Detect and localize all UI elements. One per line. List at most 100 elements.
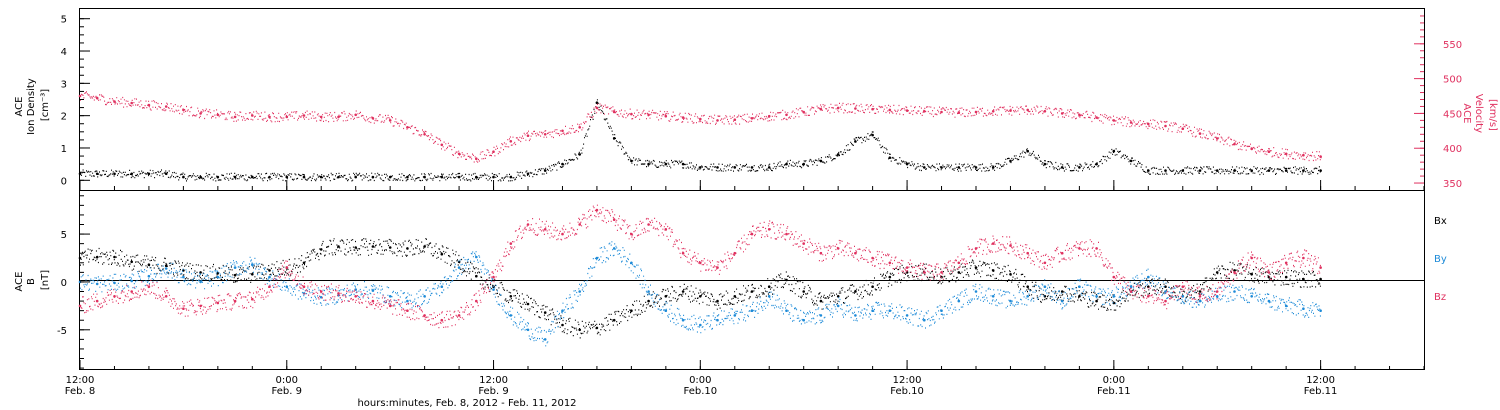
by-series-point xyxy=(716,318,719,322)
bz-series-point xyxy=(543,228,547,231)
by-series-point xyxy=(1181,295,1185,298)
bx-series-point xyxy=(802,290,805,293)
by-series-point xyxy=(509,314,513,317)
density-series-point xyxy=(767,166,771,169)
velocity-series-point xyxy=(699,117,702,121)
by-series-point xyxy=(854,314,857,317)
density-series-point xyxy=(854,140,857,143)
velocity-series-point xyxy=(1267,150,1271,153)
bz-series-point xyxy=(130,290,133,293)
velocity-series-point xyxy=(164,105,168,108)
top-left-label-unit: [cm⁻³] xyxy=(40,89,51,121)
bz-series-point xyxy=(492,275,495,279)
velocity-series-point xyxy=(750,117,754,120)
by-series-point xyxy=(1302,307,1305,311)
velocity-series-point xyxy=(251,114,254,117)
x-tick-time: 12:00 xyxy=(479,375,508,386)
x-tick-date: Feb. 9 xyxy=(272,386,302,397)
velocity-series-point xyxy=(819,107,823,111)
by-series-point xyxy=(1233,290,1236,293)
bx-series xyxy=(78,238,1322,339)
velocity-series-point xyxy=(991,110,995,113)
density-series xyxy=(78,99,1322,182)
bz-series-point xyxy=(1164,299,1167,303)
bottom-left-tick-label: 5 xyxy=(61,230,67,241)
top-left-tick-label: 0 xyxy=(61,176,67,187)
x-tick-time: 12:00 xyxy=(66,375,95,386)
bx-series-point xyxy=(216,272,220,275)
top-left-tick-label: 5 xyxy=(61,15,67,26)
bz-series-point xyxy=(1302,256,1305,260)
bz-series-point xyxy=(1026,251,1029,255)
legend: Bx By Bz xyxy=(1434,216,1447,303)
top-right-label-unit: [km/s] xyxy=(1487,99,1498,131)
velocity-series-point xyxy=(1233,142,1236,146)
bx-series-point xyxy=(974,266,978,269)
by-series-point xyxy=(492,288,495,291)
velocity-series-point xyxy=(785,113,788,117)
top-right-tick-label: 450 xyxy=(1443,109,1462,120)
velocity-series-point xyxy=(1078,113,1081,117)
top-panel-frame xyxy=(79,8,1425,191)
by-series-point xyxy=(991,295,995,298)
velocity-series-point xyxy=(836,106,840,110)
top-right-tick-label: 400 xyxy=(1443,144,1462,155)
bx-series-point xyxy=(681,290,685,293)
velocity-series-point xyxy=(681,116,685,119)
bz-series-point xyxy=(182,307,185,311)
density-series-point xyxy=(457,175,461,179)
by-series-point xyxy=(440,285,444,289)
bx-series-point xyxy=(1164,285,1167,289)
x-tick-date: Feb.11 xyxy=(1097,386,1131,397)
bz-series-point xyxy=(578,223,581,226)
bz-series-point xyxy=(871,256,874,260)
bz-series-point xyxy=(991,242,995,245)
velocity-series xyxy=(78,91,1322,163)
density-series-point xyxy=(681,162,685,166)
density-series-point xyxy=(974,166,978,169)
density-series-point xyxy=(888,156,892,159)
density-series-point xyxy=(95,172,99,176)
top-left-tick-label: 4 xyxy=(61,47,67,58)
density-series-point xyxy=(1302,169,1305,172)
bz-series-point xyxy=(388,304,392,308)
velocity-series-point xyxy=(130,101,133,105)
bz-series-point xyxy=(302,285,306,289)
bx-series-point xyxy=(302,261,306,265)
top-left-tick-label: 3 xyxy=(61,79,67,90)
velocity-series-point xyxy=(337,115,340,119)
density-series-point xyxy=(561,162,564,166)
bx-series-point xyxy=(1215,271,1219,274)
bz-series-point xyxy=(1009,244,1012,247)
velocity-series-point xyxy=(268,115,271,119)
bz-series-point xyxy=(750,232,754,236)
by-series-point xyxy=(130,279,133,283)
bx-series-point xyxy=(888,275,892,279)
bottom-left-label-line1: ACE xyxy=(14,272,25,292)
bx-series-point xyxy=(699,295,702,298)
density-series-point xyxy=(1233,169,1236,172)
by-series-point xyxy=(957,299,961,303)
bz-series-point xyxy=(216,301,220,305)
velocity-series-point xyxy=(733,118,737,121)
bx-series-point xyxy=(526,302,530,306)
bz-series-point xyxy=(285,266,289,269)
legend-bz: Bz xyxy=(1434,292,1446,303)
x-tick-time: 0:00 xyxy=(276,375,298,386)
density-series-point xyxy=(302,175,306,179)
velocity-series-point xyxy=(78,94,82,98)
bottom-left-label-unit: [nT] xyxy=(40,270,51,290)
left-axis-title-bottom: ACE B [nT] xyxy=(14,270,51,292)
velocity-series-point xyxy=(940,110,943,114)
bx-series-point xyxy=(561,323,564,327)
density-series-point xyxy=(233,175,237,179)
by-series-point xyxy=(578,290,581,293)
bottom-left-tick-label: -5 xyxy=(57,326,67,337)
velocity-series-point xyxy=(302,114,306,117)
by-series xyxy=(78,241,1322,347)
velocity-series-point xyxy=(1302,153,1305,157)
velocity-series-point xyxy=(1060,112,1064,115)
velocity-series-point xyxy=(526,134,530,137)
density-series-point xyxy=(802,162,805,166)
velocity-series-point xyxy=(1112,119,1116,122)
